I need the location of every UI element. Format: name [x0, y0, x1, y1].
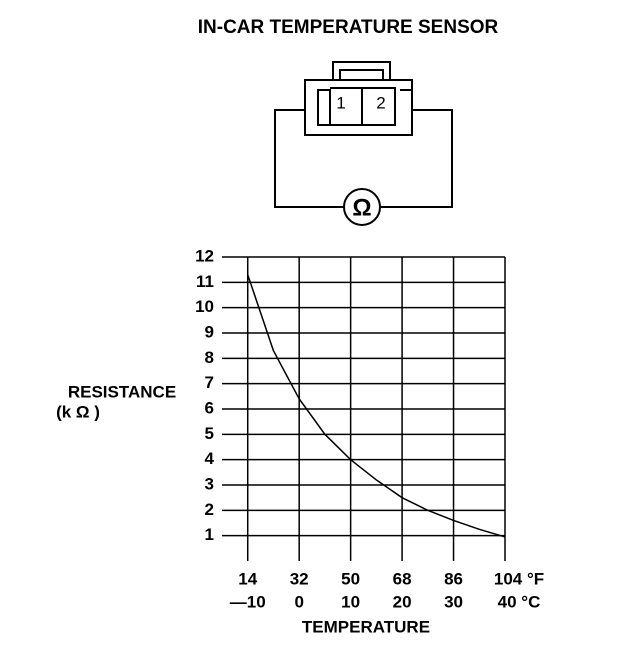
x-tick-label: 20	[393, 592, 412, 611]
y-tick-label: 2	[205, 500, 214, 519]
x-tick-label: —10	[230, 592, 266, 611]
title: IN-CAR TEMPERATURE SENSOR	[198, 17, 499, 38]
y-tick-label: 12	[195, 246, 214, 265]
x-tick-label-f: 104 °F	[494, 569, 544, 588]
y-tick-label: 7	[205, 373, 214, 392]
y-tick-label: 5	[205, 424, 214, 443]
x-tick-label-f: 50	[341, 569, 360, 588]
connector-diagram: 1 2 Ω	[274, 61, 453, 226]
pin-label: 2	[376, 93, 385, 112]
y-tick-label: 11	[196, 272, 214, 291]
y-tick-label: 4	[205, 449, 215, 468]
y-axis-label: RESISTANCE	[68, 382, 176, 401]
x-tick-label-f: 32	[290, 569, 309, 588]
x-tick-label-f: 68	[393, 569, 412, 588]
resistance-curve	[247, 274, 506, 538]
y-tick-label: 3	[205, 474, 214, 493]
x-tick-label: 30	[444, 592, 463, 611]
meter-symbol: Ω	[352, 194, 371, 221]
y-tick-label: 6	[205, 398, 214, 417]
x-tick-label-f: 86	[444, 569, 463, 588]
x-tick-label: 10	[341, 592, 360, 611]
y-tick-label: 10	[195, 297, 214, 316]
x-tick-label: 0	[294, 592, 303, 611]
y-tick-label: 8	[205, 348, 214, 367]
y-axis-unit: (k Ω )	[56, 402, 100, 421]
x-tick-label: 40 °C	[498, 592, 541, 611]
y-tick-label: 9	[205, 322, 214, 341]
pin-label: 1	[336, 93, 345, 112]
x-axis-label: TEMPERATURE	[302, 617, 430, 636]
x-tick-label-f: 14	[238, 569, 257, 588]
y-tick-label: 1	[205, 525, 214, 544]
